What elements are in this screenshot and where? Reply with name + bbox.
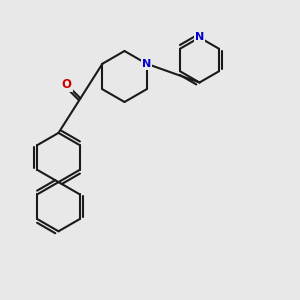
Text: O: O xyxy=(62,78,72,91)
Text: N: N xyxy=(195,32,204,43)
Text: N: N xyxy=(142,59,151,69)
